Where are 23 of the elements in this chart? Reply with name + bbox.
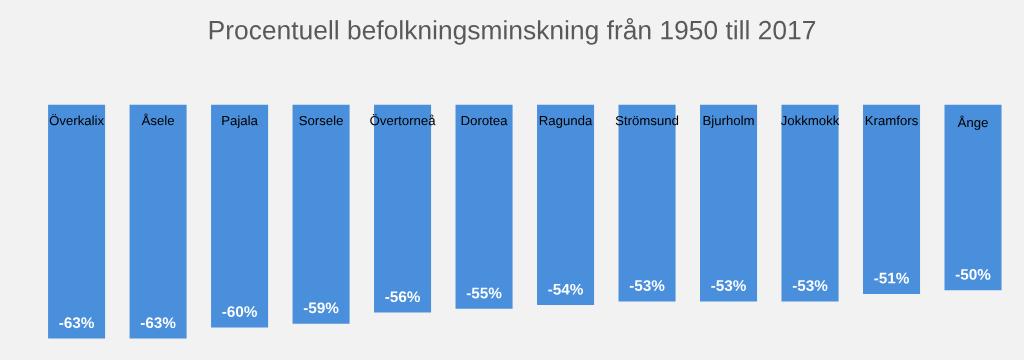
- x-tick-label: Åsele: [141, 113, 174, 126]
- data-label: -60%: [222, 306, 257, 317]
- x-tick-label: Kramfors: [865, 115, 918, 126]
- data-label: -53%: [711, 280, 746, 291]
- data-label: -51%: [874, 272, 909, 284]
- data-label: -63%: [59, 317, 95, 329]
- x-tick-label: Sorsele: [299, 115, 343, 126]
- data-label: -54%: [548, 283, 583, 295]
- data-label: -53%: [792, 280, 828, 291]
- data-label: -56%: [385, 291, 420, 303]
- chart-title: Procentuell befolkningsminskning från 1950 till 2017: [209, 18, 816, 45]
- x-tick-label: Pajala: [222, 115, 258, 128]
- x-tick-label: Dorotea: [461, 116, 508, 126]
- x-tick-label: Ånge: [957, 115, 988, 130]
- data-label: -53%: [629, 280, 665, 291]
- x-tick-label: Jokkmokk: [780, 115, 840, 126]
- x-tick-label: Bjurholm: [703, 115, 754, 128]
- data-label: -59%: [303, 302, 339, 314]
- data-label: -63%: [140, 317, 176, 329]
- x-tick-label: Ragunda: [539, 115, 593, 128]
- x-tick-label: Överkalix: [49, 114, 104, 126]
- data-label: -55%: [466, 287, 502, 299]
- data-label: -50%: [955, 268, 991, 280]
